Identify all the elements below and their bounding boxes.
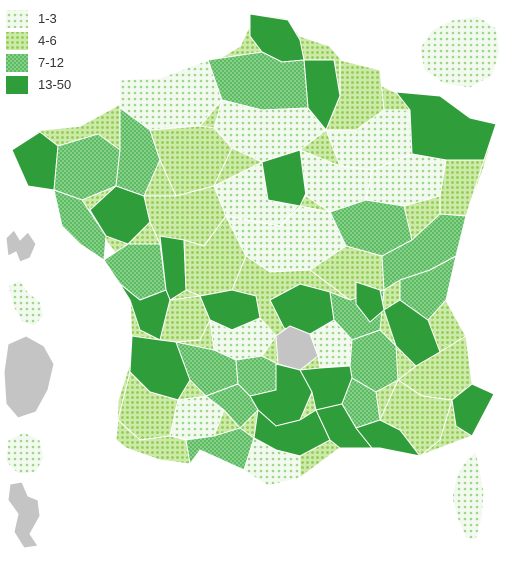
legend-swatch (6, 76, 28, 94)
region-alpes-maritimes (451, 383, 495, 437)
legend-item: 4-6 (6, 32, 57, 50)
legend-label: 4-6 (38, 33, 57, 48)
region-bretagne (11, 131, 59, 191)
region-guadeloupe (5, 229, 37, 263)
region-aude (243, 437, 301, 487)
region-indre-loire (183, 215, 247, 297)
legend-label: 13-50 (38, 77, 71, 92)
region-martinique (7, 279, 45, 327)
region-ain (355, 281, 385, 323)
region-orne (149, 125, 233, 197)
region-mayotte (7, 481, 41, 549)
legend-item: 7-12 (6, 54, 64, 72)
legend-label: 7-12 (38, 55, 64, 70)
legend-swatch (6, 32, 28, 50)
region-guyane (3, 335, 55, 419)
region-deux-sevres (159, 235, 187, 301)
region-corsica (451, 451, 485, 541)
legend-item: 13-50 (6, 76, 71, 94)
region-reunion (5, 431, 45, 475)
legend-label: 1-3 (38, 11, 57, 26)
region-inset-top-right (419, 15, 501, 89)
region-var (379, 379, 453, 457)
legend: 1-3 4-6 7-12 13-50 (6, 10, 71, 94)
legend-item: 1-3 (6, 10, 57, 28)
region-vendee (103, 243, 167, 301)
legend-swatch (6, 54, 28, 72)
region-haute-savoie (399, 255, 457, 321)
legend-swatch (6, 10, 28, 28)
region-alsace-south (439, 159, 485, 217)
